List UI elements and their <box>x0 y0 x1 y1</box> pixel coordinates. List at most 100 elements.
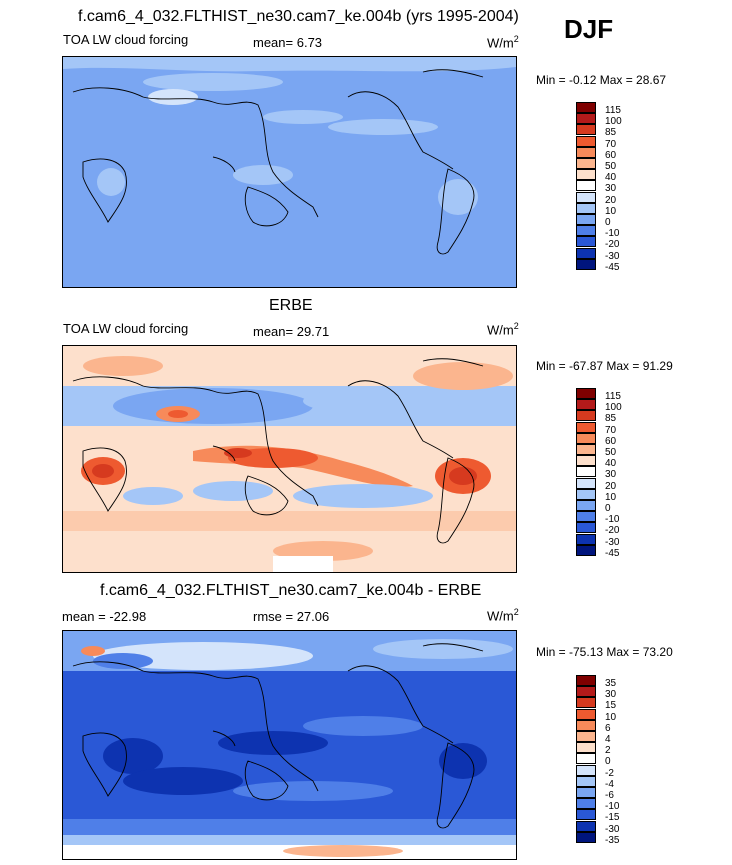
panel2-mean-label: mean= 29.71 <box>253 324 330 339</box>
colorbar-swatch <box>576 544 596 556</box>
colorbar-tick-label: 20 <box>605 194 617 206</box>
panel1-title: f.cam6_4_032.FLTHIST_ne30.cam7_ke.004b (… <box>78 8 519 25</box>
colorbar-tick-label: 0 <box>605 217 611 228</box>
colorbar-swatch <box>576 158 596 169</box>
colorbar-swatch <box>576 511 596 523</box>
colorbar-swatch <box>576 820 596 832</box>
colorbar-tick-label: 6 <box>605 722 611 734</box>
colorbar-tick-label: 60 <box>605 149 617 161</box>
colorbar-tick-label: -10 <box>605 801 620 813</box>
panel3-minmax: Min = -75.13 Max = 73.20 <box>536 645 673 659</box>
colorbar-swatch <box>576 719 596 731</box>
panel2-minmax: Min = -67.87 Max = 91.29 <box>536 359 673 373</box>
colorbar-swatch <box>576 432 596 444</box>
colorbar-tick-label: 0 <box>605 503 611 514</box>
colorbar-swatch <box>576 399 596 411</box>
colorbar-tick-label: 100 <box>605 402 622 414</box>
colorbar-tick-label: 10 <box>605 491 617 503</box>
panel2-title: ERBE <box>269 297 313 314</box>
colorbar-swatch <box>576 697 596 709</box>
panel3-rmse-label: rmse = 27.06 <box>253 609 330 624</box>
colorbar-swatch <box>576 675 596 686</box>
colorbar-swatch <box>576 410 596 422</box>
colorbar-swatch <box>576 753 596 765</box>
colorbar-swatch <box>576 466 596 478</box>
colorbar-swatch <box>576 247 596 259</box>
panel2-variable-label: TOA LW cloud forcing <box>63 321 189 336</box>
colorbar-swatch <box>576 477 596 489</box>
colorbar-tick-label: 70 <box>605 138 617 150</box>
colorbar-swatch <box>576 236 596 248</box>
colorbar-swatch <box>576 455 596 467</box>
colorbar-tick-label: -30 <box>605 250 620 262</box>
colorbar-swatch <box>576 522 596 534</box>
colorbar-tick-label: -20 <box>605 239 620 251</box>
colorbar-swatch <box>576 764 596 776</box>
colorbar-swatch <box>576 169 596 181</box>
colorbar-swatch <box>576 798 596 810</box>
colorbar-tick-label: -45 <box>605 261 620 273</box>
panel1-minmax: Min = -0.12 Max = 28.67 <box>536 73 667 87</box>
panel2-map <box>62 345 517 573</box>
colorbar-swatch <box>576 533 596 545</box>
colorbar-swatch <box>576 686 596 698</box>
panel1-unit: W/m2 <box>487 34 519 51</box>
colorbar-tick-label: 4 <box>605 734 611 745</box>
colorbar-tick-label: -45 <box>605 547 620 559</box>
panel3-mean-label: mean = -22.98 <box>62 609 147 624</box>
colorbar-swatch <box>576 113 596 125</box>
colorbar-tick-label: 85 <box>605 413 617 425</box>
colorbar-tick-label: -10 <box>605 228 620 240</box>
colorbar-tick-label: 20 <box>605 480 617 492</box>
colorbar-tick-label: 30 <box>605 689 617 701</box>
colorbar-tick-label: 30 <box>605 469 617 481</box>
season-label: DJF <box>564 14 614 44</box>
panel3-unit: W/m2 <box>487 607 519 624</box>
colorbar-tick-label: -4 <box>605 778 614 790</box>
colorbar-swatch <box>576 202 596 214</box>
colorbar-tick-label: 10 <box>605 205 617 217</box>
colorbar-tick-label: -35 <box>605 834 620 846</box>
colorbar-tick-label: 2 <box>605 745 611 757</box>
colorbar-tick-label: 85 <box>605 127 617 139</box>
colorbar-swatch <box>576 225 596 237</box>
colorbar-tick-label: -20 <box>605 525 620 537</box>
colorbar-tick-label: -6 <box>605 790 614 801</box>
panel1-mean-label: mean= 6.73 <box>253 35 323 50</box>
panel3-title: f.cam6_4_032.FLTHIST_ne30.cam7_ke.004b -… <box>100 582 482 599</box>
colorbar-tick-label: 115 <box>605 105 621 116</box>
colorbar-tick-label: 60 <box>605 435 617 447</box>
colorbar-tick-label: -2 <box>605 767 614 779</box>
colorbar-swatch <box>576 102 596 113</box>
panel1-variable-label: TOA LW cloud forcing <box>63 32 189 47</box>
colorbar-tick-label: -15 <box>605 812 620 824</box>
colorbar-tick-label: 15 <box>605 700 617 712</box>
panel3-map <box>62 630 517 860</box>
colorbar-swatch <box>576 708 596 720</box>
panel2-unit: W/m2 <box>487 321 519 338</box>
colorbar-swatch <box>576 742 596 754</box>
colorbar-tick-label: 10 <box>605 711 617 723</box>
colorbar-tick-label: 0 <box>605 756 611 768</box>
colorbar-tick-label: 100 <box>605 116 622 128</box>
colorbar-swatch <box>576 775 596 787</box>
colorbar-swatch <box>576 135 596 147</box>
colorbar-tick-label: 35 <box>605 678 617 689</box>
colorbar-swatch <box>576 180 596 192</box>
colorbar-tick-label: 115 <box>605 391 621 402</box>
colorbar-swatch <box>576 809 596 821</box>
colorbar-tick-label: 30 <box>605 183 617 195</box>
colorbar-swatch <box>576 146 596 158</box>
colorbar-tick-label: 50 <box>605 447 617 458</box>
colorbar-swatch <box>576 787 596 798</box>
colorbar-tick-label: 40 <box>605 458 617 470</box>
colorbar-swatch <box>576 731 596 742</box>
colorbar-swatch <box>576 444 596 455</box>
colorbar-swatch <box>576 421 596 433</box>
colorbar-swatch <box>576 191 596 203</box>
colorbar-tick-label: 70 <box>605 424 617 436</box>
colorbar-tick-label: -30 <box>605 823 620 835</box>
colorbar-swatch <box>576 258 596 270</box>
colorbar-tick-label: -10 <box>605 514 620 526</box>
colorbar-swatch <box>576 214 596 225</box>
